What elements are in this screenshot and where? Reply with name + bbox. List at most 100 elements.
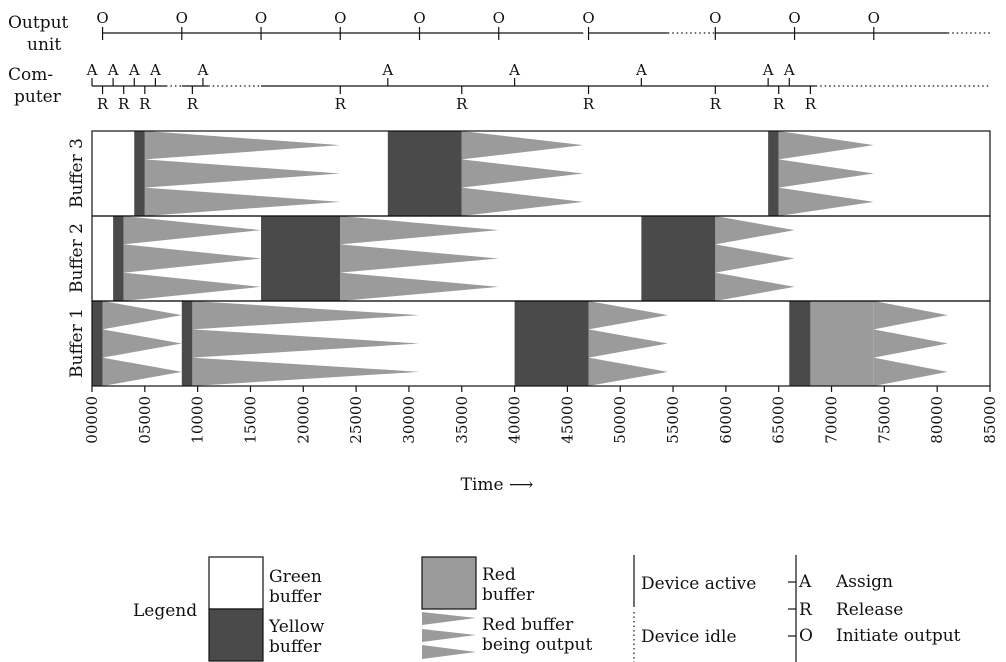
legend-red-swatch [421, 556, 477, 610]
legend-title: Legend [133, 601, 197, 621]
axis-tick-label: 45000 [558, 396, 576, 444]
release-event-label: R [805, 95, 817, 113]
buffer-1-red-output-block [192, 301, 420, 386]
buffer-1-yellow-block [789, 301, 811, 386]
output-event-label: O [96, 9, 108, 27]
axis-tick-label: 50000 [611, 396, 629, 444]
release-event-label: R [118, 95, 130, 113]
buffer-2-red-output-block [715, 216, 795, 301]
buffer-3-red-output-block [461, 131, 584, 216]
output-event-label: O [493, 9, 505, 27]
buffer-2-red-output-block [123, 216, 262, 301]
legend-red-output-label-2: being output [482, 635, 592, 655]
buffer-2-yellow-block [261, 216, 341, 301]
assign-event-label: A [762, 61, 774, 79]
buffer-2-label: Buffer 2 [67, 223, 87, 293]
legend-green-label-1: Green [269, 567, 322, 587]
axis-tick-label: 35000 [453, 396, 471, 444]
output-event-label: O [868, 9, 880, 27]
output-event-label: O [413, 9, 425, 27]
buffer-1-red-output-block [102, 301, 182, 386]
legend-assign-text: Assign [835, 572, 893, 592]
time-axis: 00000 05000 10000 15000 20000 25000 30000 35000… [83, 386, 999, 444]
axis-tick-label: 15000 [241, 396, 259, 444]
buffer-1-label: Buffer 1 [67, 308, 87, 378]
buffer-1-yellow-block [181, 301, 193, 386]
release-event-label: R [139, 95, 151, 113]
axis-tick-label: 65000 [770, 396, 788, 444]
legend-device-active: Device active [641, 574, 756, 594]
release-event-label: R [335, 95, 347, 113]
assign-event-label: A [508, 61, 520, 79]
axis-tick-label: 60000 [717, 396, 735, 444]
assign-event-label: A [783, 61, 795, 79]
buffer-3-yellow-block [134, 131, 145, 216]
axis-tick-label: 85000 [981, 396, 999, 444]
buffer-3-yellow-block [387, 131, 462, 216]
axis-tick-label: 00000 [83, 396, 101, 444]
legend-output-symbol: O [799, 626, 813, 646]
release-event-label: R [773, 95, 785, 113]
assign-event-label: A [635, 61, 647, 79]
buffer-1-red-block [810, 301, 874, 386]
buffer-3-yellow-block [768, 131, 779, 216]
axis-tick-label: 55000 [664, 396, 682, 444]
buffer-3-red-output-block [144, 131, 341, 216]
output-event-label: O [334, 9, 346, 27]
assign-event-label: A [197, 61, 209, 79]
axis-tick-label: 05000 [136, 396, 154, 444]
axis-tick-label: 40000 [506, 396, 524, 444]
computer-label-line1: Com- [8, 65, 53, 85]
buffer-2-yellow-block [641, 216, 716, 301]
output-event-label: O [788, 9, 800, 27]
legend-red-output-label-1: Red buffer [482, 615, 574, 635]
legend-release-symbol: R [799, 600, 813, 620]
axis-tick-label: 30000 [400, 396, 418, 444]
assign-event-label: A [86, 61, 98, 79]
buffer-panels [92, 131, 948, 386]
legend: Legend Green buffer Yellow buffer Red bu… [133, 555, 961, 662]
output-unit-label-line1: Output [8, 13, 69, 33]
output-unit-label-line2: unit [27, 35, 61, 55]
buffer-1-frame [91, 300, 991, 387]
legend-release-text: Release [836, 600, 903, 620]
buffer-3-red-output-block [778, 131, 874, 216]
axis-tick-label: 25000 [347, 396, 365, 444]
legend-red-output-swatch [422, 612, 476, 659]
axis-tick-label: 10000 [189, 396, 207, 444]
assign-event-label: A [128, 61, 140, 79]
buffer-1-red-output-block [873, 301, 948, 386]
time-axis-label: Time ⟶ [461, 475, 534, 495]
legend-red-label-2: buffer [482, 585, 535, 605]
axis-tick-label: 70000 [823, 396, 841, 444]
buffer-2-red-output-block [340, 216, 499, 301]
release-event-label: R [97, 95, 109, 113]
legend-device-idle: Device idle [641, 627, 737, 647]
release-event-label: R [187, 95, 199, 113]
buffer-1-yellow-block [514, 301, 589, 386]
computer-timeline: A A A A A A A A A AR R R R R R R R R R [86, 61, 990, 113]
release-event-label: R [583, 95, 595, 113]
axis-tick-label: 20000 [294, 396, 312, 444]
release-event-label: R [456, 95, 468, 113]
buffer-3-label: Buffer 3 [67, 138, 87, 208]
assign-event-label: A [381, 61, 393, 79]
legend-output-text: Initiate output [836, 626, 961, 646]
legend-red-label-1: Red [482, 565, 516, 585]
axis-tick-label: 80000 [928, 396, 946, 444]
legend-green-swatch [208, 556, 264, 610]
legend-yellow-swatch [208, 608, 264, 662]
release-event-label: R [710, 95, 722, 113]
axis-tick-label: 75000 [875, 396, 893, 444]
legend-yellow-label-2: buffer [269, 637, 322, 657]
output-event-label: O [709, 9, 721, 27]
legend-assign-symbol: A [798, 572, 812, 592]
buffer-1-red-output-block [588, 301, 668, 386]
assign-event-label: A [149, 61, 161, 79]
computer-label-line2: puter [14, 87, 62, 107]
output-event-label: O [176, 9, 188, 27]
assign-event-label: A [107, 61, 119, 79]
output-event-label: O [255, 9, 267, 27]
